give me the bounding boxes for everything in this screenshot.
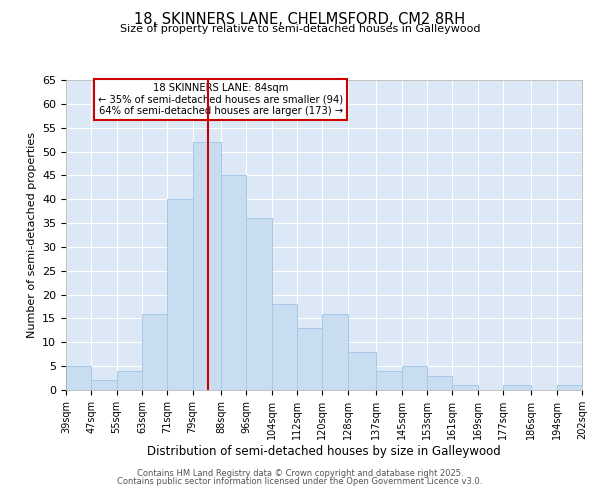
Bar	[116, 371, 142, 390]
Bar	[401, 366, 427, 390]
Bar	[376, 371, 401, 390]
Bar	[167, 199, 193, 390]
Bar	[297, 328, 322, 390]
Bar	[142, 314, 167, 390]
Text: 18 SKINNERS LANE: 84sqm
← 35% of semi-detached houses are smaller (94)
64% of se: 18 SKINNERS LANE: 84sqm ← 35% of semi-de…	[98, 83, 343, 116]
Y-axis label: Number of semi-detached properties: Number of semi-detached properties	[26, 132, 37, 338]
Bar	[322, 314, 348, 390]
Bar	[557, 385, 582, 390]
Bar	[348, 352, 376, 390]
Text: 18, SKINNERS LANE, CHELMSFORD, CM2 8RH: 18, SKINNERS LANE, CHELMSFORD, CM2 8RH	[134, 12, 466, 28]
Bar	[247, 218, 272, 390]
Text: Contains HM Land Registry data © Crown copyright and database right 2025.: Contains HM Land Registry data © Crown c…	[137, 468, 463, 477]
Text: Size of property relative to semi-detached houses in Galleywood: Size of property relative to semi-detach…	[120, 24, 480, 34]
Bar	[272, 304, 297, 390]
Bar	[91, 380, 116, 390]
Bar	[221, 176, 247, 390]
X-axis label: Distribution of semi-detached houses by size in Galleywood: Distribution of semi-detached houses by …	[147, 444, 501, 458]
Bar	[193, 142, 221, 390]
Bar	[427, 376, 452, 390]
Bar	[66, 366, 91, 390]
Bar	[503, 385, 532, 390]
Text: Contains public sector information licensed under the Open Government Licence v3: Contains public sector information licen…	[118, 477, 482, 486]
Bar	[452, 385, 478, 390]
